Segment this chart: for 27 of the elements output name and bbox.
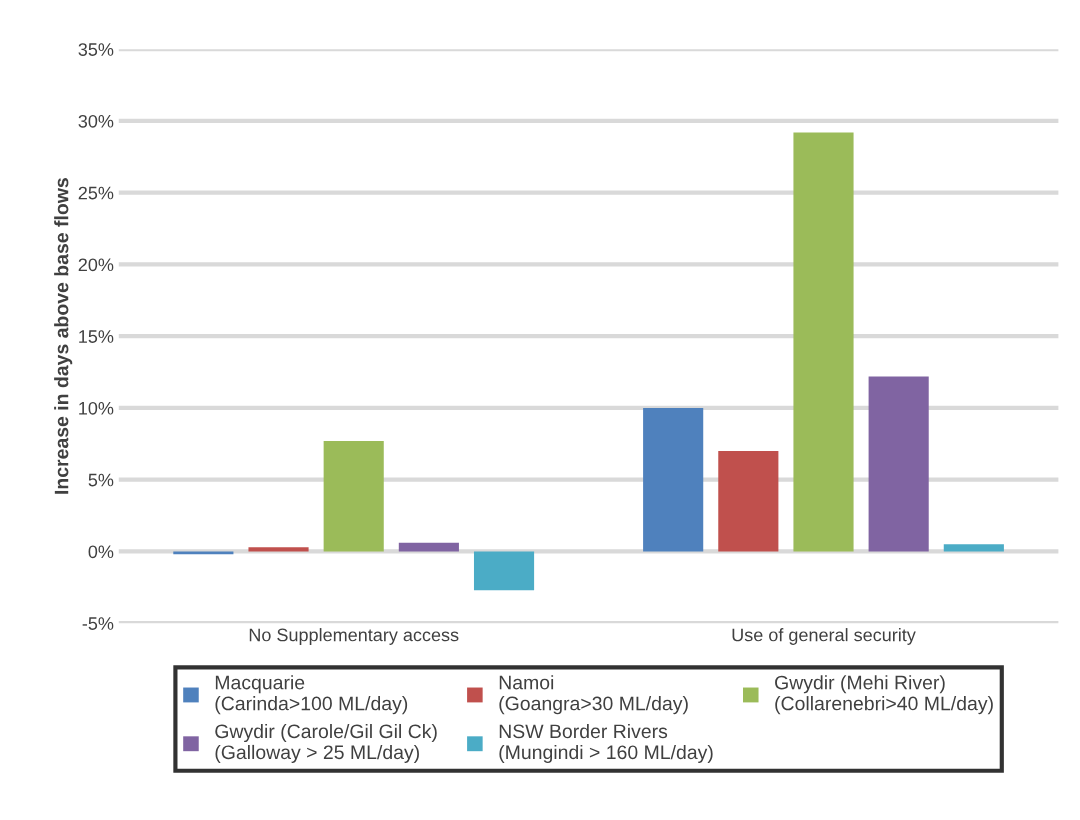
bar bbox=[793, 132, 854, 552]
y-tick-label: 5% bbox=[88, 473, 114, 487]
y-tick-label: -5% bbox=[82, 617, 114, 630]
y-tick-label: 25% bbox=[78, 186, 114, 200]
y-tick-label: 20% bbox=[78, 258, 114, 272]
y-tick-label: 15% bbox=[79, 330, 114, 343]
bar bbox=[323, 440, 384, 552]
legend-label: Gwydir (Mehi River) (Collarenebri>40 ML/day) bbox=[775, 675, 993, 715]
y-tick-label: 35% bbox=[78, 43, 114, 56]
y-tick-label: 30% bbox=[78, 114, 114, 128]
y-axis-title: Increase in days above base flows bbox=[54, 178, 73, 494]
y-tick-label: 0% bbox=[88, 545, 114, 559]
bar bbox=[473, 551, 535, 591]
bar bbox=[943, 544, 1004, 552]
legend-label: Namoi (Goangra>30 ML/day) bbox=[499, 675, 688, 715]
bar bbox=[643, 407, 704, 552]
bar bbox=[398, 542, 459, 552]
bar bbox=[173, 551, 234, 555]
y-tick-label: 10% bbox=[79, 401, 114, 415]
bar bbox=[718, 451, 779, 552]
legend-label: Gwydir (Carole/Gil Gil Ck) (Galloway > 25 ML/day) bbox=[215, 723, 437, 763]
legend-label: NSW Border Rivers (Mungindi > 160 ML/day) bbox=[499, 723, 713, 763]
x-tick-label: Use of general security bbox=[732, 628, 916, 645]
bar bbox=[248, 547, 309, 552]
legend-label: Macquarie (Carinda>100 ML/day) bbox=[215, 675, 408, 715]
bar bbox=[868, 376, 929, 552]
x-tick-label: No Supplementary access bbox=[249, 628, 459, 645]
